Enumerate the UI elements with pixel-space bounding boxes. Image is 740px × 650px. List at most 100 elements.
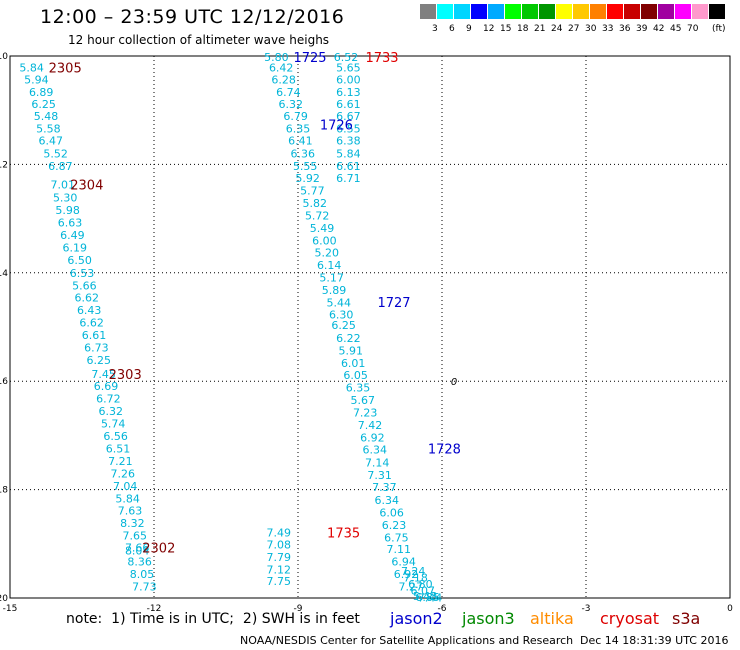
wave-height-value: 6.50 <box>67 254 92 267</box>
scale-label: 9 <box>466 24 472 34</box>
wave-height-value: 5.98 <box>55 204 80 217</box>
scale-swatch <box>607 4 623 19</box>
wave-height-value: 5.52 <box>43 148 68 161</box>
scale-label: 12 <box>483 24 495 34</box>
wave-height-value: 5.66 <box>72 279 97 292</box>
wave-height-value: 5.94 <box>24 73 49 86</box>
wave-height-value: 6.34 <box>375 494 400 507</box>
wave-height-value: 6.52 <box>334 51 359 64</box>
wave-height-value: 5.74 <box>101 417 126 430</box>
scale-swatch <box>573 4 589 19</box>
wave-height-value: 6.63 <box>58 216 83 229</box>
pass-time-label: 1725 <box>293 51 326 66</box>
wave-height-value: 5.84 <box>19 61 44 74</box>
y-tick-label: -20 <box>0 594 8 604</box>
scale-swatch <box>709 4 725 19</box>
satellite-s3a: s3a <box>672 609 701 628</box>
wave-height-value: 6.61 <box>336 160 361 173</box>
wave-height-value: 7.01 <box>51 178 76 191</box>
wave-height-value: 5.17 <box>319 272 344 285</box>
footnote: note: 1) Time is in UTC; 2) SWH is in fe… <box>66 611 360 627</box>
wave-height-value: 6.53 <box>70 267 95 280</box>
wave-height-value: 7.18 <box>403 571 428 584</box>
satellite-cryosat: cryosat <box>600 609 660 628</box>
wave-height-value: 7.27 <box>399 581 424 594</box>
wave-height-value: 7.14 <box>365 457 390 470</box>
wave-height-value: 5.44 <box>327 297 352 310</box>
wave-height-value: 5.80 <box>264 51 289 64</box>
wave-height-value: 6.75 <box>384 531 409 544</box>
scale-label: 18 <box>517 24 529 34</box>
scale-label: 45 <box>670 24 682 34</box>
scale-swatch <box>692 4 708 19</box>
x-tick-label: -6 <box>438 604 447 614</box>
wave-height-value: 6.06 <box>379 506 404 519</box>
wave-height-value: 6.19 <box>63 241 88 254</box>
y-tick-label: -12 <box>0 160 8 170</box>
wave-height-value: 6.25 <box>87 354 112 367</box>
wave-height-value: 6.62 <box>79 317 104 330</box>
scale-label: 30 <box>585 24 597 34</box>
y-tick-label: -14 <box>0 269 8 279</box>
wave-height-value: 6.43 <box>77 304 102 317</box>
wave-height-value: 7.31 <box>367 469 392 482</box>
wave-height-value: 6.36 <box>291 148 316 161</box>
wave-height-value: 5.84 <box>336 148 361 161</box>
wave-height-value: 7.08 <box>267 538 292 551</box>
scale-swatch <box>437 4 453 19</box>
wave-height-value: 6.35 <box>286 123 311 136</box>
wave-height-value: 6.79 <box>283 110 308 123</box>
pass-time-label: 2303 <box>109 368 142 383</box>
wave-height-value: 7.79 <box>267 551 292 564</box>
wave-height-value: 8.36 <box>127 556 152 569</box>
wave-height-value: 6.55 <box>336 123 361 136</box>
wave-height-value: 6.35 <box>346 382 371 395</box>
wave-height-value: 5.72 <box>305 209 330 222</box>
scale-swatch <box>454 4 470 19</box>
wave-height-value: 6.87 <box>48 160 73 173</box>
wave-height-value: 7.04 <box>113 480 138 493</box>
wave-height-value: 6.22 <box>336 332 361 345</box>
credit-text: NOAA/NESDIS Center for Satellite Applica… <box>240 634 574 647</box>
scale-swatch <box>675 4 691 19</box>
wave-height-value: 6.30 <box>329 309 354 322</box>
wave-height-value: 7.44 <box>418 591 443 604</box>
wave-height-value: 5.82 <box>303 197 328 210</box>
wave-height-value: 5.92 <box>295 172 320 185</box>
pass-time-label: 2304 <box>70 178 103 193</box>
pass-time-label: 1726 <box>320 118 353 133</box>
pass-time-label: 1733 <box>365 51 398 66</box>
wave-height-value: 7.37 <box>372 481 397 494</box>
wave-height-value: 6.67 <box>336 110 361 123</box>
wave-height-value: 6.38 <box>336 135 361 148</box>
wave-height-value: 5.30 <box>53 191 78 204</box>
pass-time-label: 2302 <box>142 542 175 557</box>
wave-height-value: 6.94 <box>391 556 416 569</box>
wave-height-value: 5.91 <box>339 344 364 357</box>
wave-height-value: 5.65 <box>336 61 361 74</box>
wave-height-value: 6.71 <box>336 172 361 185</box>
wave-height-value: 6.73 <box>84 342 109 355</box>
wave-height-value: 8.05 <box>130 568 155 581</box>
wave-height-value: 5.48 <box>34 110 59 123</box>
wave-height-value: 7.24 <box>401 565 426 578</box>
position-marker: 0 <box>451 377 457 388</box>
scale-unit: (ft) <box>712 24 726 34</box>
wave-height-value: 7.12 <box>267 563 292 576</box>
wave-height-value: 6.42 <box>269 61 294 74</box>
scale-label: 39 <box>636 24 648 34</box>
timestamp-text: Dec 14 18:31:39 UTC 2016 <box>580 634 729 647</box>
pass-time-label: 1728 <box>428 442 461 457</box>
plot-frame <box>9 55 731 599</box>
wave-height-value: 6.28 <box>271 73 296 86</box>
x-tick-label: -9 <box>294 604 303 614</box>
wave-height-value: 5.20 <box>315 247 340 260</box>
wave-height-value: 6.92 <box>394 568 419 581</box>
wave-height-value: 6.25 <box>31 98 56 111</box>
x-tick-label: -12 <box>147 604 162 614</box>
wave-height-value: 7.65 <box>123 530 148 543</box>
y-tick-label: -10 <box>0 52 8 62</box>
wave-height-value: 7.66 <box>125 542 150 555</box>
x-tick-label: -15 <box>3 604 18 614</box>
wave-height-value: 5.49 <box>310 222 335 235</box>
